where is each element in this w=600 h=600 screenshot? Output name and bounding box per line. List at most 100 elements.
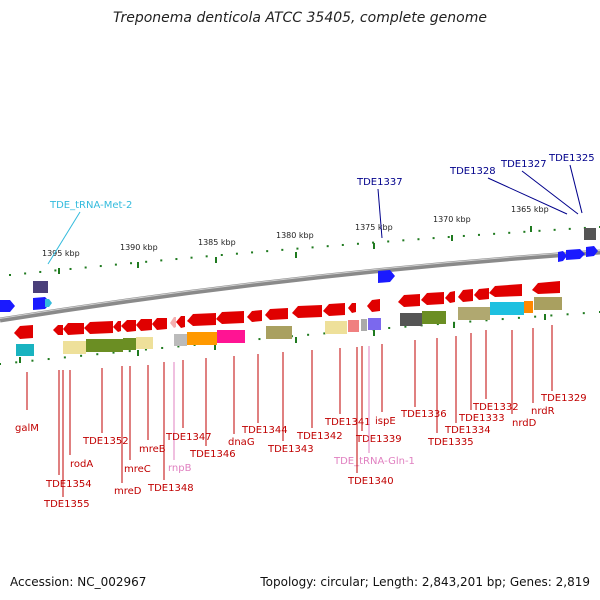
gene-box[interactable] — [325, 321, 347, 334]
gene-box[interactable] — [187, 332, 217, 345]
gene-arrow[interactable] — [113, 321, 121, 332]
gene-label[interactable]: TDE1343 — [267, 444, 314, 455]
gene-label[interactable]: rnpB — [168, 463, 192, 474]
gene-box[interactable] — [174, 334, 187, 346]
scale-tick-label: 1365 kbp — [511, 205, 549, 214]
gene-box[interactable] — [123, 338, 136, 350]
gene-arrow[interactable] — [176, 316, 185, 328]
gene-box[interactable] — [490, 302, 524, 315]
scale-tick-label: 1375 kbp — [355, 223, 393, 232]
gene-arrow[interactable] — [367, 299, 380, 312]
gene-label[interactable]: TDE1352 — [82, 436, 129, 447]
top-gene-labels: TDE_tRNA-Met-2 TDE1337 TDE1328 TDE1327TDE13… — [47, 153, 595, 265]
gene-arrow[interactable] — [247, 310, 262, 322]
gene-label[interactable]: TDE1339 — [355, 434, 402, 445]
gene-label[interactable]: TDE1342 — [296, 431, 343, 442]
inner-scale-dot — [307, 333, 310, 336]
gene-arrow[interactable] — [63, 323, 84, 335]
gene-label[interactable]: mreB — [139, 444, 166, 455]
gene-label[interactable]: TDE1329 — [540, 393, 587, 404]
gene-label[interactable]: mreD — [114, 486, 142, 497]
gene-label[interactable]: TDE_tRNA-Met-2 — [49, 200, 132, 211]
gene-label[interactable]: TDE1337 — [356, 177, 403, 188]
gene-label[interactable]: TDE1332 — [472, 402, 519, 413]
gene-arrow[interactable] — [136, 319, 152, 331]
scale-major-tick — [215, 257, 217, 263]
gene-box[interactable] — [584, 228, 596, 240]
gene-arrow[interactable] — [84, 321, 113, 334]
scale-dot — [523, 230, 526, 233]
gene-arrow[interactable] — [323, 303, 345, 316]
gene-box[interactable] — [400, 313, 422, 326]
gene-label[interactable]: TDE1334 — [444, 425, 491, 436]
gene-arrow[interactable] — [532, 281, 560, 294]
gene-label[interactable]: TDE_tRNA-Gln-1 — [333, 456, 415, 467]
gene-arrow[interactable] — [474, 288, 489, 300]
gene-arrow[interactable] — [558, 251, 567, 262]
gene-arrow[interactable] — [0, 300, 15, 312]
gene-arrow[interactable] — [14, 325, 33, 339]
gene-arrow[interactable] — [489, 284, 522, 297]
gene-label[interactable]: mreC — [124, 464, 151, 475]
map-title: Treponema denticola ATCC 35405, complete… — [113, 10, 487, 26]
gene-arrow[interactable] — [421, 292, 444, 305]
gene-label[interactable]: galM — [15, 423, 39, 434]
gene-label[interactable]: TDE1347 — [165, 432, 212, 443]
gene-arrow[interactable] — [348, 303, 356, 313]
scale-dot — [341, 243, 344, 246]
gene-box[interactable] — [16, 344, 34, 356]
scale-dot — [477, 233, 480, 236]
gene-arrow[interactable] — [170, 317, 176, 328]
gene-arrow[interactable] — [566, 249, 585, 260]
gene-label[interactable]: dnaG — [228, 437, 255, 448]
scale-major-tick — [137, 262, 139, 268]
gene-label[interactable]: TDE1346 — [189, 449, 236, 460]
gene-arrow[interactable] — [398, 294, 420, 307]
scale-dot — [190, 256, 193, 259]
gene-label[interactable]: nrdD — [512, 418, 537, 429]
gene-label[interactable]: TDE1348 — [147, 483, 194, 494]
gene-box[interactable] — [266, 326, 292, 339]
gene-label[interactable]: rodA — [70, 459, 93, 470]
scale-dot — [508, 231, 511, 234]
gene-label[interactable]: TDE1327 — [500, 159, 547, 170]
gene-box[interactable] — [524, 301, 533, 313]
gene-arrow[interactable] — [586, 246, 598, 257]
inner-scale-dot — [15, 361, 18, 364]
gene-label[interactable]: TDE1344 — [241, 425, 288, 436]
gene-arrow[interactable] — [45, 299, 52, 307]
gene-label[interactable]: TDE1355 — [43, 499, 90, 510]
gene-arrow[interactable] — [445, 291, 455, 303]
gene-box[interactable] — [136, 337, 153, 349]
gene-arrow[interactable] — [292, 305, 322, 318]
inner-scale-dot — [144, 348, 147, 351]
gene-box[interactable] — [348, 320, 359, 332]
gene-label[interactable]: ispE — [375, 416, 396, 427]
gene-box[interactable] — [368, 318, 381, 330]
gene-label[interactable]: TDE1340 — [347, 476, 394, 487]
gene-label[interactable]: TDE1325 — [548, 153, 595, 164]
gene-arrow[interactable] — [378, 270, 395, 283]
gene-label[interactable]: TDE1333 — [458, 413, 505, 424]
gene-box[interactable] — [458, 307, 490, 320]
gene-label[interactable]: TDE1354 — [45, 479, 92, 490]
gene-box[interactable] — [361, 319, 367, 331]
gene-arrow[interactable] — [265, 308, 288, 320]
gene-label[interactable]: TDE1336 — [400, 409, 447, 420]
gene-label[interactable]: TDE1341 — [324, 417, 371, 428]
gene-label[interactable]: TDE1328 — [449, 166, 496, 177]
gene-box[interactable] — [63, 341, 86, 354]
gene-box[interactable] — [534, 297, 562, 310]
gene-box[interactable] — [422, 311, 446, 324]
gene-arrow[interactable] — [458, 289, 473, 302]
gene-box[interactable] — [33, 281, 48, 293]
gene-arrow[interactable] — [121, 320, 136, 332]
gene-label[interactable]: nrdR — [531, 406, 555, 417]
gene-box[interactable] — [217, 330, 245, 343]
gene-label[interactable]: TDE1335 — [427, 437, 474, 448]
gene-arrow[interactable] — [187, 313, 216, 326]
gene-arrow[interactable] — [216, 311, 244, 324]
gene-arrow[interactable] — [53, 325, 63, 335]
gene-box[interactable] — [86, 339, 123, 352]
gene-arrow[interactable] — [152, 318, 167, 330]
